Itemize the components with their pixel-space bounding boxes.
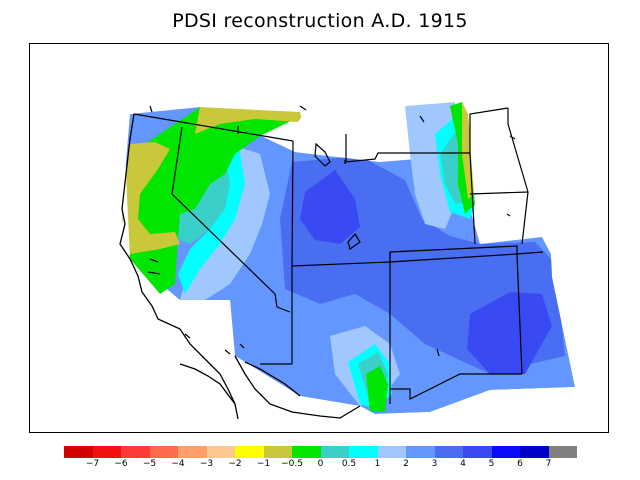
colorbar-swatch [434,446,463,458]
state-boundaries [133,107,544,404]
colorbar-swatch [349,446,378,458]
colorbar-swatch [491,446,520,458]
colorbar-tick-label: 4 [460,459,466,469]
colorbar-tick-label: 1 [374,459,381,469]
colorbar-tick-label: 0.5 [341,459,357,469]
colorbar-tick-label: −2 [228,459,242,469]
field-deep-blue-nm [467,292,552,374]
pdsi-map [30,44,608,432]
lakes [149,105,516,357]
colorbar-tick-label: −1 [256,459,271,469]
colorbar-swatch [149,446,178,458]
colorbar-swatch [292,446,321,458]
field-yellow-ca [122,142,180,254]
chart-title: PDSI reconstruction A.D. 1915 [172,10,468,32]
mask-northeast [470,84,608,387]
mask-south [30,314,608,432]
colorbar-swatch [377,446,406,458]
colorbar-swatch [206,446,235,458]
colorbar-tick-label: 6 [517,459,523,469]
colorbar-tick-label: 2 [403,459,409,469]
mask-pacific [30,44,608,374]
colorbar-tick-label: 7 [545,459,552,469]
colorbar-swatch [235,446,264,458]
colorbar-tick-label: −7 [85,459,100,469]
field-yellow-north [195,107,305,134]
colorbar-swatch [121,446,150,458]
field-deep-blue-utah [300,170,360,244]
colorbar-tick-label: −4 [171,459,185,469]
colorbar-swatch [520,446,549,458]
colorbar-labels: −7 −6 −5 −4 −3 −2 −1 −0.5 0 0.5 1 2 3 4 5 6 7 [64,459,577,473]
colorbar-tick-label: −3 [199,459,214,469]
map-frame [29,43,609,433]
colorbar-tick-label: −6 [114,459,128,469]
colorbar-swatch [92,446,121,458]
colorbar-swatch [406,446,435,458]
colorbar-swatch [320,446,349,458]
colorbar-swatch [64,446,93,458]
colorbar-swatch [263,446,292,458]
colorbar-swatch [463,446,492,458]
colorbar-tick-label: 0 [317,459,324,469]
colorbar-swatch [178,446,207,458]
colorbar-tick-label: 5 [488,459,495,469]
field-green-south [366,366,388,412]
field-cyan-west [178,132,245,294]
colorbar-swatch [548,446,577,458]
colorbar-tick-label: −0.5 [281,459,303,469]
colorbar [64,446,577,458]
colorbar-tick-label: −5 [142,459,157,469]
coastline [119,113,361,420]
colorbar-tick-label: 3 [431,459,438,469]
